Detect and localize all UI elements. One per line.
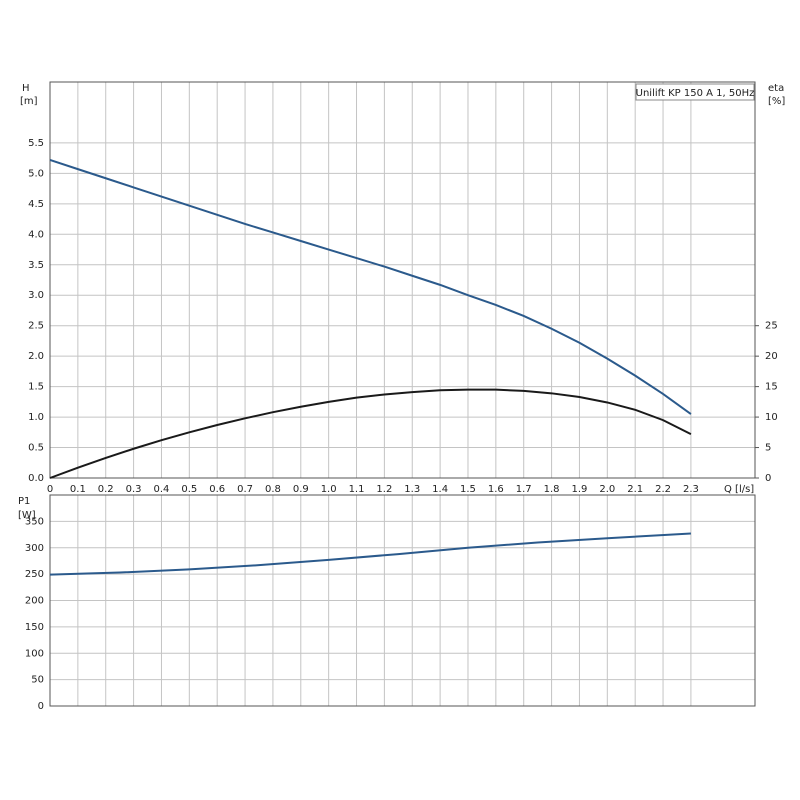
x-tick-label: 1.4 bbox=[432, 484, 448, 495]
y-tick-label: 1.5 bbox=[28, 382, 44, 393]
legend-box bbox=[635, 83, 755, 101]
x-tick-label: 1.9 bbox=[571, 484, 587, 495]
y2-tick-label: 20 bbox=[765, 351, 778, 362]
legend-label: Unilift KP 150 A 1, 50Hz bbox=[636, 88, 755, 99]
x-tick-label: 0.5 bbox=[181, 484, 197, 495]
y-tick-label: 2.0 bbox=[28, 351, 44, 362]
x-tick-label: 1.8 bbox=[544, 484, 560, 495]
curve-p1 bbox=[49, 532, 691, 576]
x-tick-label: 1.1 bbox=[349, 484, 365, 495]
y-axis-label: H bbox=[22, 83, 30, 94]
x-tick-label: 0.7 bbox=[237, 484, 253, 495]
y-tick-label: 250 bbox=[25, 569, 44, 580]
x-tick-label: 0.9 bbox=[293, 484, 309, 495]
top-plot-frame bbox=[49, 81, 756, 479]
y-tick-label: 3.0 bbox=[28, 290, 44, 301]
x-tick-label: 2.1 bbox=[627, 484, 643, 495]
y-tick-label: 0.0 bbox=[28, 473, 44, 484]
x-tick-label: 1.3 bbox=[404, 484, 420, 495]
x-tick-label: 1.6 bbox=[488, 484, 504, 495]
bottom-plot-frame bbox=[49, 494, 756, 707]
y-tick-label: 4.0 bbox=[28, 229, 44, 240]
x-tick-label: 0.6 bbox=[209, 484, 225, 495]
y-tick-label: 150 bbox=[25, 622, 44, 633]
x-tick-label: 1.5 bbox=[460, 484, 476, 495]
x-tick-label: 0 bbox=[47, 484, 53, 495]
x-tick-label: 1.7 bbox=[516, 484, 532, 495]
y2-tick-label: 5 bbox=[765, 443, 771, 454]
curve-eta bbox=[49, 388, 692, 479]
p1-axis-label: P1 bbox=[18, 496, 30, 507]
x-tick-label: 2.0 bbox=[599, 484, 615, 495]
x-tick-label: 0.2 bbox=[98, 484, 114, 495]
y-tick-label: 3.5 bbox=[28, 260, 44, 271]
y-tick-label: 50 bbox=[31, 675, 44, 686]
y-tick-label: 300 bbox=[25, 543, 44, 554]
y-tick-label: 100 bbox=[25, 648, 44, 659]
x-axis-label: Q [l/s] bbox=[724, 484, 754, 495]
y-tick-label: 1.0 bbox=[28, 412, 44, 423]
y-tick-label: 350 bbox=[25, 516, 44, 527]
y-tick-label: 2.5 bbox=[28, 321, 44, 332]
y2-tick-label: 15 bbox=[765, 382, 778, 393]
y2-axis-label: eta bbox=[768, 83, 784, 94]
y-tick-label: 5.0 bbox=[28, 168, 44, 179]
x-tick-label: 0.3 bbox=[126, 484, 142, 495]
y2-tick-label: 0 bbox=[765, 473, 771, 484]
y2-tick-label: 10 bbox=[765, 412, 778, 423]
y2-tick-label: 25 bbox=[765, 321, 778, 332]
x-tick-label: 1.2 bbox=[376, 484, 392, 495]
x-tick-label: 2.2 bbox=[655, 484, 671, 495]
x-tick-label: 1.0 bbox=[321, 484, 337, 495]
x-tick-label: 0.4 bbox=[154, 484, 170, 495]
x-tick-label: 2.3 bbox=[683, 484, 699, 495]
x-tick-label: 0.1 bbox=[70, 484, 86, 495]
y-tick-label: 4.5 bbox=[28, 199, 44, 210]
curve-h bbox=[49, 159, 692, 415]
y-tick-label: 200 bbox=[25, 596, 44, 607]
y-tick-label: 5.5 bbox=[28, 138, 44, 149]
y2-axis-unit: [%] bbox=[768, 96, 785, 107]
y-tick-label: 0.5 bbox=[28, 443, 44, 454]
y-tick-label: 0 bbox=[38, 701, 44, 712]
p1-axis-unit: [W] bbox=[18, 510, 36, 521]
x-tick-label: 0.8 bbox=[265, 484, 281, 495]
y-axis-unit: [m] bbox=[20, 96, 38, 107]
